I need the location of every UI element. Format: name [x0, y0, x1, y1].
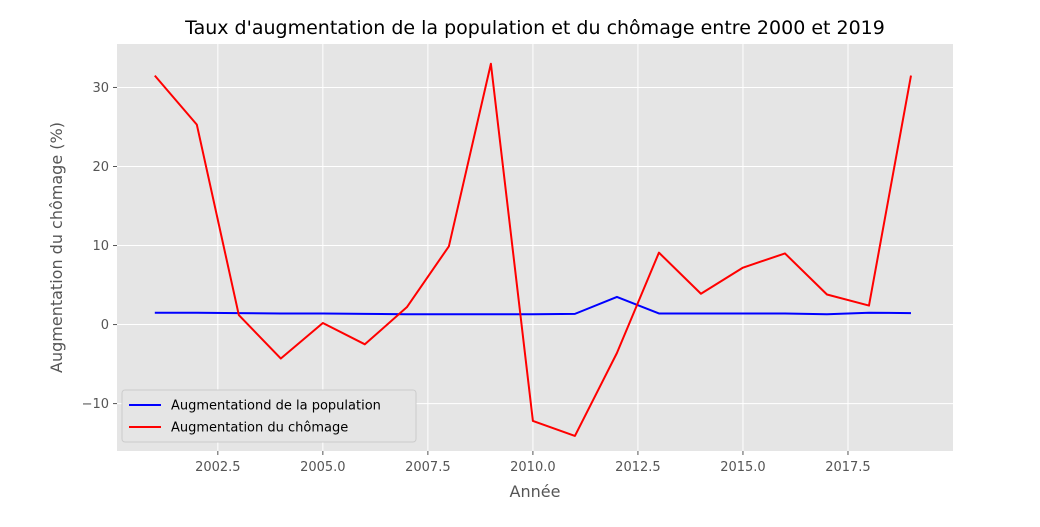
x-tick-label: 2005.0 — [300, 460, 346, 475]
series-line-population — [154, 295, 911, 316]
x-tick-label: 2010.0 — [510, 460, 556, 475]
x-tick-label: 2015.0 — [720, 460, 766, 475]
y-tick-label: 20 — [92, 160, 109, 175]
plot-background — [117, 44, 953, 451]
y-tick-label: 0 — [101, 318, 109, 333]
x-tick-label: 2012.5 — [615, 460, 661, 475]
legend-label-population: Augmentationd de la population — [171, 399, 381, 414]
x-tick-label: 2017.5 — [825, 460, 871, 475]
x-tick-label: 2007.5 — [405, 460, 451, 475]
x-axis-title: Année — [510, 482, 561, 501]
y-axis-title: Augmentation du chômage (%) — [47, 122, 66, 373]
legend-box — [121, 389, 417, 443]
x-axis-ticks: 2002.5 2005.0 2007.5 2010.0 2012.5 2015.0 2017… — [195, 451, 871, 475]
series-line-chomage — [154, 62, 912, 437]
legend: Augmentationd de la population Augmentat… — [121, 389, 417, 443]
y-tick-label: 10 — [92, 239, 109, 254]
y-axis-ticks: −10 0 10 20 30 — [82, 81, 117, 412]
y-tick-label: −10 — [82, 397, 109, 412]
chart-title: Taux d'augmentation de la population et … — [184, 17, 885, 39]
y-tick-label: 30 — [92, 81, 109, 96]
x-tick-label: 2002.5 — [195, 460, 241, 475]
series-lines — [154, 62, 912, 437]
legend-label-chomage: Augmentation du chômage — [171, 421, 348, 436]
